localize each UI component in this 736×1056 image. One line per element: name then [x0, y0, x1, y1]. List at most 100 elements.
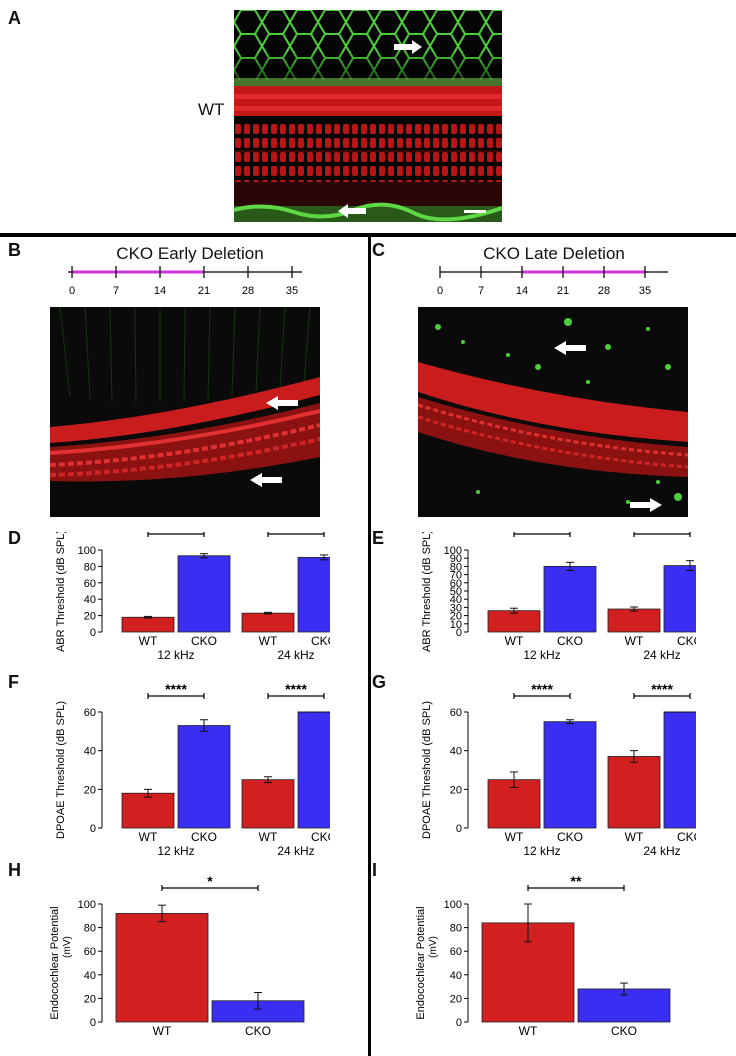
timeline-title-late: CKO Late Deletion — [483, 244, 625, 263]
group-label: 12 kHz — [523, 844, 560, 856]
bar-wt — [121, 792, 175, 829]
y-tick-label: 10 — [450, 619, 462, 631]
y-tick-label: 20 — [84, 784, 96, 796]
y-tick-label: 100 — [78, 545, 96, 557]
micrograph-cko-early — [50, 307, 320, 517]
y-tick-label: 0 — [456, 823, 462, 835]
y-tick-label: 80 — [84, 561, 96, 573]
x-tick-label: CKO — [611, 1024, 637, 1038]
y-tick-label: 60 — [84, 707, 96, 719]
micrograph-cko-late — [418, 307, 688, 517]
y-tick-label: 20 — [450, 993, 462, 1005]
timeline-late: 0 7 14 21 28 35 — [437, 266, 668, 297]
y-tick-label: 80 — [84, 923, 96, 935]
bar-wt — [241, 612, 295, 633]
panel-letter-b: B — [8, 240, 21, 260]
x-tick-label: WT — [259, 634, 278, 648]
x-tick-label: WT — [139, 830, 158, 844]
y-tick-label: 40 — [450, 746, 462, 758]
significance-marker: **** — [285, 532, 307, 535]
significance-marker: ** — [571, 873, 582, 889]
group-label: 24 kHz — [277, 648, 314, 662]
x-tick-label: CKO — [311, 830, 330, 844]
x-tick-label: WT — [505, 634, 524, 648]
group-label: 12 kHz — [157, 844, 194, 856]
y-tick-label: 20 — [84, 611, 96, 623]
y-tick-label: 40 — [84, 594, 96, 606]
timeline-title-early: CKO Early Deletion — [116, 244, 264, 263]
x-tick-label: WT — [505, 830, 524, 844]
group-label: 12 kHz — [157, 648, 194, 662]
bar-cko — [663, 565, 696, 633]
timeline-early: 0 7 14 21 28 35 — [68, 266, 302, 297]
timeline-tick-label: 35 — [639, 285, 651, 297]
y-tick-label: 0 — [90, 1017, 96, 1029]
group-label: 12 kHz — [523, 648, 560, 662]
y-tick-label: 60 — [450, 707, 462, 719]
x-tick-label: CKO — [191, 634, 217, 648]
panel-letter-d: D — [8, 528, 21, 548]
timeline-tick-label: 28 — [242, 285, 254, 297]
significance-marker: **** — [285, 681, 307, 697]
chart-ep-late: 0 20 40 60 80 100 Endocochlear Potential (mV) WT… — [415, 873, 671, 1038]
x-tick-label: CKO — [557, 830, 583, 844]
y-axis-label: ABR Threshold (dB SPL) — [55, 532, 67, 652]
bar-cko — [663, 711, 696, 829]
panel-letter-i: I — [372, 860, 378, 880]
significance-marker: **** — [651, 532, 673, 535]
x-tick-label: WT — [519, 1024, 538, 1038]
group-label: 24 kHz — [643, 648, 680, 662]
group-label: 24 kHz — [277, 844, 314, 856]
panel-letter-a: A — [8, 8, 21, 28]
timeline-tick-label: 0 — [437, 285, 443, 297]
y-tick-label: 20 — [450, 611, 462, 623]
y-tick-label: 100 — [444, 545, 462, 557]
y-tick-label: 70 — [450, 570, 462, 582]
y-tick-label: 50 — [450, 586, 462, 598]
group-label: 24 kHz — [643, 844, 680, 856]
y-axis-label: Endocochlear Potential — [415, 906, 427, 1019]
y-tick-label: 20 — [84, 993, 96, 1005]
x-tick-label: WT — [259, 830, 278, 844]
x-tick-label: CKO — [245, 1024, 271, 1038]
timeline-tick-label: 21 — [557, 285, 569, 297]
y-axis-label: DPOAE Threshold (dB SPL) — [421, 701, 433, 839]
panel-letter-e: E — [372, 528, 385, 548]
y-tick-label: 60 — [450, 946, 462, 958]
significance-marker: **** — [165, 532, 187, 535]
significance-marker: **** — [531, 681, 553, 697]
x-tick-label: CKO — [191, 830, 217, 844]
timeline-tick-label: 7 — [113, 285, 119, 297]
y-tick-label: 0 — [90, 627, 96, 639]
y-tick-label: 0 — [456, 627, 462, 639]
significance-marker: * — [207, 873, 213, 889]
x-tick-label: CKO — [677, 634, 696, 648]
y-tick-label: 100 — [444, 899, 462, 911]
wt-label: WT — [198, 100, 225, 119]
column-divider — [368, 233, 371, 1056]
bar-wt — [607, 756, 661, 829]
y-tick-label: 40 — [450, 594, 462, 606]
timeline-tick-label: 14 — [516, 285, 528, 297]
chart-abr-early: 0 20 40 60 80 100 ABR Threshold (dB SPL) WT CKO1… — [55, 532, 330, 662]
x-tick-label: WT — [153, 1024, 172, 1038]
x-tick-label: WT — [139, 634, 158, 648]
bar-cko — [177, 725, 231, 829]
panel-letter-h: H — [8, 860, 21, 880]
y-tick-label: 40 — [84, 746, 96, 758]
panel-letter-f: F — [8, 672, 19, 692]
y-tick-label: 80 — [450, 561, 462, 573]
chart-ep-early: 0 20 40 60 80 100 Endocochlear Potential (mV) WT… — [49, 873, 305, 1038]
significance-marker: **** — [165, 681, 187, 697]
timeline-tick-label: 28 — [598, 285, 610, 297]
x-tick-label: CKO — [677, 830, 696, 844]
x-tick-label: WT — [625, 634, 644, 648]
y-tick-label: 90 — [450, 553, 462, 565]
bar-wt — [121, 616, 175, 633]
bar-wt — [607, 608, 661, 633]
y-tick-label: 60 — [84, 578, 96, 590]
bar-wt — [115, 913, 209, 1023]
